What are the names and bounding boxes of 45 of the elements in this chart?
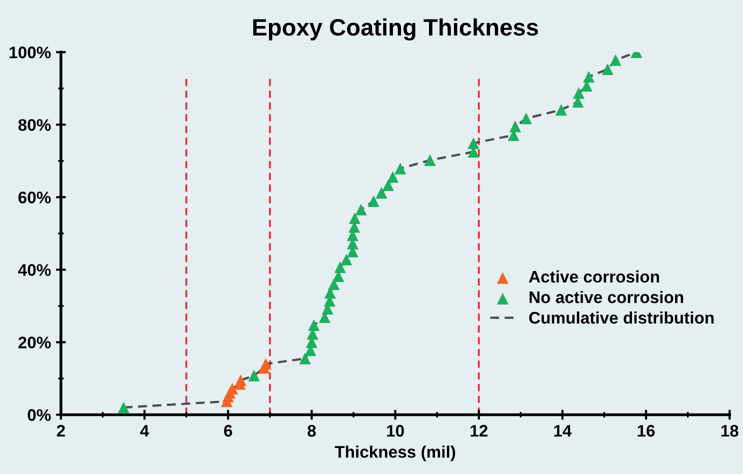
legend-label: Active corrosion bbox=[528, 270, 660, 283]
x-tick-label: 6 bbox=[224, 424, 232, 437]
point bbox=[118, 402, 130, 414]
point bbox=[424, 154, 436, 166]
point bbox=[308, 319, 320, 331]
y-tick-label: 0% bbox=[28, 409, 51, 421]
point bbox=[468, 137, 480, 149]
y-tick-label: 60% bbox=[18, 192, 51, 204]
point bbox=[355, 204, 367, 216]
y-tick-label: 40% bbox=[18, 264, 51, 276]
point bbox=[520, 112, 532, 124]
x-tick-label: 16 bbox=[638, 424, 655, 437]
point bbox=[386, 171, 399, 183]
y-tick-label: 100% bbox=[10, 46, 51, 58]
point bbox=[260, 358, 272, 370]
legend-label: Cumulative distribution bbox=[529, 311, 714, 324]
legend-label: No active corrosion bbox=[530, 290, 684, 304]
y-tick-label: 80% bbox=[18, 119, 51, 131]
point bbox=[509, 120, 522, 132]
point bbox=[602, 63, 614, 75]
point bbox=[582, 70, 595, 83]
point bbox=[340, 254, 352, 266]
x-tick-label: 4 bbox=[140, 425, 150, 437]
point bbox=[610, 54, 622, 66]
x-tick-label: 12 bbox=[470, 424, 488, 437]
x-tick-label: 14 bbox=[554, 425, 572, 437]
point bbox=[299, 352, 311, 364]
point bbox=[382, 179, 394, 192]
x-tick-label: 18 bbox=[721, 424, 738, 437]
point bbox=[555, 104, 568, 116]
point bbox=[572, 87, 585, 99]
x-axis-title: Thickness (mil) bbox=[334, 446, 456, 462]
x-tick-label: 10 bbox=[387, 424, 404, 437]
point bbox=[234, 374, 246, 386]
x-tick-label: 8 bbox=[308, 424, 316, 437]
point bbox=[328, 278, 340, 290]
x-tick-label: 2 bbox=[56, 424, 65, 437]
chart-title: Epoxy Coating Thickness bbox=[253, 18, 538, 40]
point bbox=[394, 162, 406, 174]
point bbox=[368, 195, 380, 207]
y-tick-label: 20% bbox=[18, 336, 51, 348]
point bbox=[248, 370, 260, 382]
point bbox=[334, 261, 346, 273]
point bbox=[348, 212, 361, 224]
point bbox=[376, 187, 388, 199]
